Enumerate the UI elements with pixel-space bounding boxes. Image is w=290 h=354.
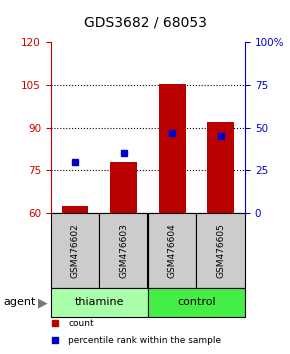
Text: GSM476605: GSM476605 (216, 223, 225, 278)
Text: GDS3682 / 68053: GDS3682 / 68053 (84, 16, 206, 30)
Text: percentile rank within the sample: percentile rank within the sample (68, 336, 221, 345)
Bar (148, 288, 245, 317)
Text: GSM476603: GSM476603 (119, 223, 128, 278)
Text: count: count (68, 319, 94, 328)
Bar (207, 122, 234, 213)
Bar (148, 213, 196, 288)
Bar (159, 84, 186, 213)
Text: thiamine: thiamine (75, 297, 124, 308)
Bar (51, 288, 148, 317)
Text: GSM476604: GSM476604 (168, 223, 177, 278)
Bar (110, 162, 137, 213)
Bar (62, 206, 88, 213)
Bar (99, 213, 148, 288)
Bar (51, 213, 99, 288)
Text: GSM476602: GSM476602 (70, 223, 79, 278)
Text: ▶: ▶ (38, 296, 47, 309)
Text: control: control (177, 297, 216, 308)
Bar (196, 213, 245, 288)
Text: agent: agent (3, 297, 35, 308)
